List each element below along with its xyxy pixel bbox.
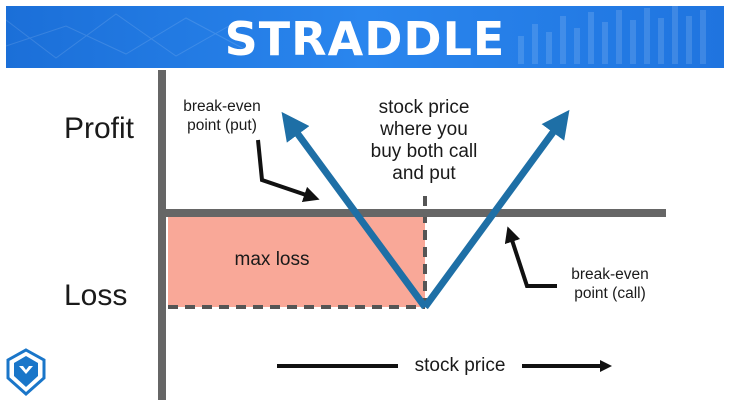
payoff-line-call-side <box>422 109 570 310</box>
breakeven-call-arrow <box>504 226 557 288</box>
banner-title: STRADDLE <box>224 12 506 66</box>
max-loss-label: max loss <box>234 249 310 270</box>
shield-logo-icon <box>6 348 46 397</box>
breakeven-put-arrow <box>256 139 320 202</box>
breakeven-put-annotation: break-even point (put) <box>183 98 261 134</box>
max-loss-region <box>168 217 425 307</box>
profit-label: Profit <box>64 112 135 145</box>
purchase-price-annotation: stock price where you buy both call and … <box>370 97 478 184</box>
loss-label: Loss <box>64 279 128 312</box>
banner-candlestick-decoration <box>6 6 706 64</box>
title-banner: STRADDLE <box>6 6 724 68</box>
breakeven-call-annotation: break-even point (call) <box>571 266 649 302</box>
payoff-line-put-side <box>281 111 428 310</box>
stock-price-label: stock price <box>414 355 506 376</box>
